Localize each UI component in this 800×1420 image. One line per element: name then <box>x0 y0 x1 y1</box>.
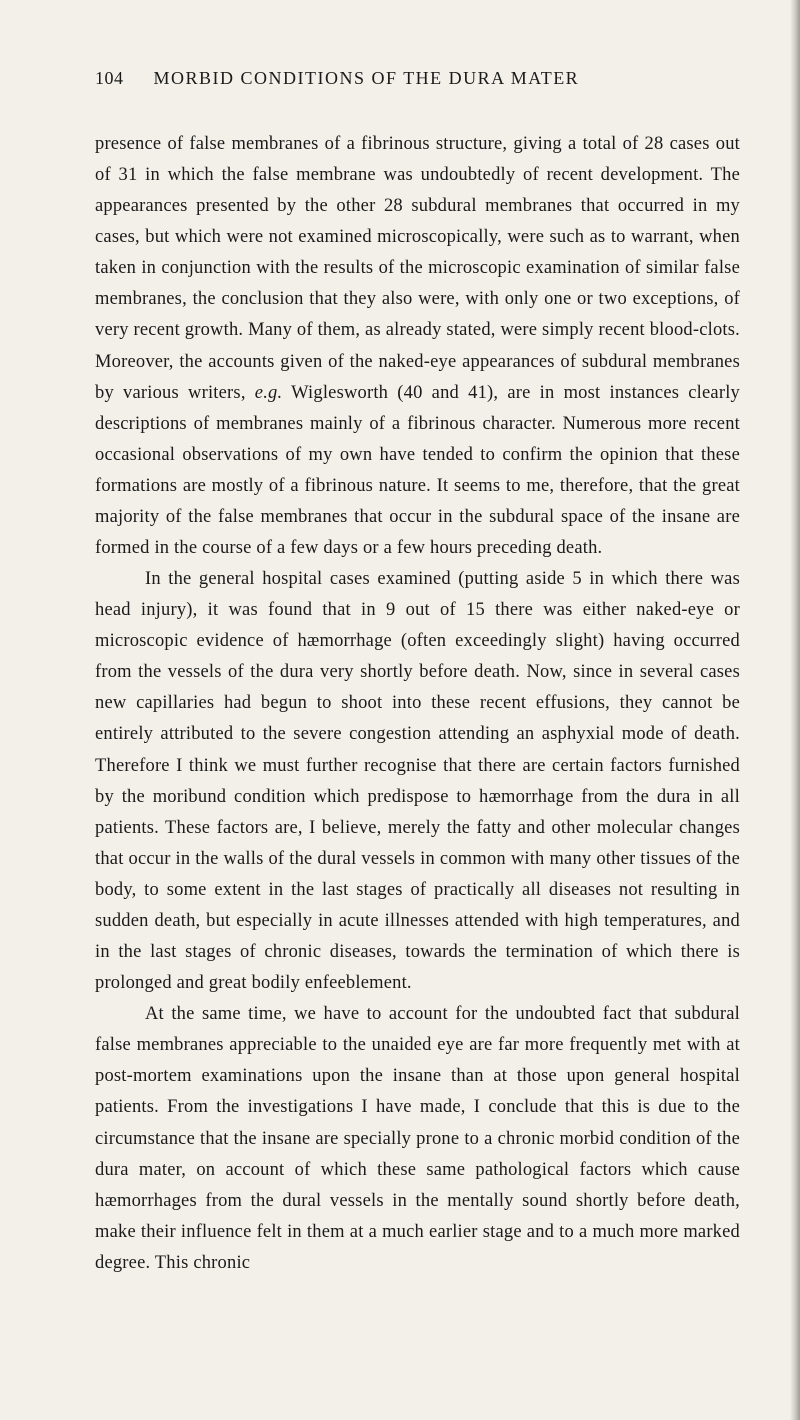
page-number: 104 <box>95 68 124 89</box>
body-text: presence of false membranes of a fibrino… <box>95 129 740 1279</box>
paragraph-1-part-1: presence of false membranes of a fibrino… <box>95 134 740 403</box>
page-title: MORBID CONDITIONS OF THE DURA MATER <box>154 68 580 89</box>
paragraph-2: In the general hospital cases examined (… <box>95 564 740 999</box>
page-header: 104 MORBID CONDITIONS OF THE DURA MATER <box>95 68 740 89</box>
paragraph-1-part-2: Wiglesworth (40 and 41), are in most ins… <box>95 383 740 558</box>
paragraph-1-eg: e.g. <box>255 383 283 403</box>
paragraph-1: presence of false membranes of a fibrino… <box>95 129 740 564</box>
paragraph-3: At the same time, we have to account for… <box>95 999 740 1279</box>
right-edge-shadow <box>790 0 800 1420</box>
